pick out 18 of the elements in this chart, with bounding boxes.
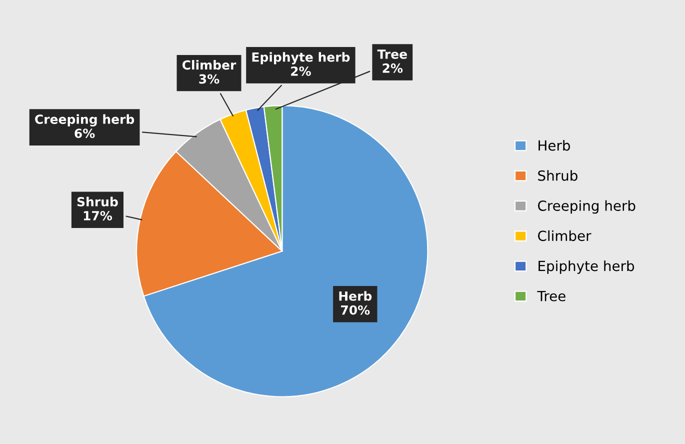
legend-label: Shrub <box>538 170 578 181</box>
data-label: 2% <box>291 66 311 76</box>
legend-label: Climber <box>538 230 592 242</box>
slice-label: Epiphyte herb <box>252 52 350 64</box>
slice-label: Tree <box>377 50 407 59</box>
data-label: 3% <box>199 74 220 84</box>
data-label: 2% <box>382 63 403 73</box>
data-label: 6% <box>74 128 95 138</box>
legend-label: Creeping herb <box>538 200 636 214</box>
slice-label: Herb <box>339 291 372 301</box>
legend-label: Epiphyte herb <box>538 260 634 274</box>
slice-label: Shrub <box>77 196 118 206</box>
data-label: 17% <box>84 211 112 220</box>
data-label: 70% <box>341 305 370 315</box>
slice-label: Creeping herb <box>35 114 134 126</box>
slice-label: Climber <box>182 60 236 70</box>
legend-label: Herb <box>538 140 570 151</box>
legend-label: Tree <box>537 290 566 302</box>
